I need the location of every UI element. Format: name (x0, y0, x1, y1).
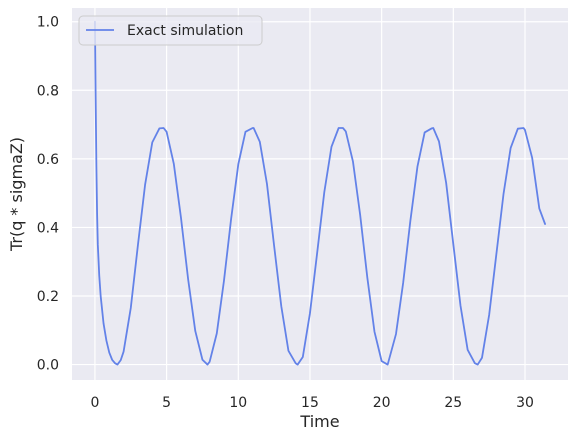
y-tick-label: 0.0 (37, 358, 59, 374)
y-tick-label: 0.2 (37, 289, 59, 305)
legend-box (78, 15, 263, 46)
legend-label: Exact simulation (127, 23, 243, 39)
x-tick-label: 20 (373, 395, 391, 411)
x-tick-label: 10 (229, 395, 247, 411)
x-tick-labels: 0 5 10 15 20 25 30 (90, 395, 533, 411)
y-axis-label: Tr(q * sigmaZ) (7, 137, 26, 252)
x-tick-label: 25 (444, 395, 462, 411)
y-tick-label: 1.0 (37, 15, 59, 31)
x-tick-label: 30 (516, 395, 534, 411)
legend: Exact simulation (78, 15, 263, 46)
x-axis-label: Time (299, 412, 339, 431)
series-line-exact-simulation (94, 20, 546, 366)
plot-background (72, 8, 568, 380)
y-tick-label: 0.8 (37, 83, 59, 99)
y-tick-label: 0.4 (37, 220, 59, 236)
x-tick-label: 0 (90, 395, 99, 411)
series-layer (94, 20, 546, 366)
grid (72, 8, 568, 380)
y-tick-label: 0.6 (37, 152, 59, 168)
y-tick-labels: 0.0 0.2 0.4 0.6 0.8 1.0 (37, 15, 59, 374)
x-tick-label: 5 (162, 395, 171, 411)
x-tick-label: 15 (301, 395, 319, 411)
